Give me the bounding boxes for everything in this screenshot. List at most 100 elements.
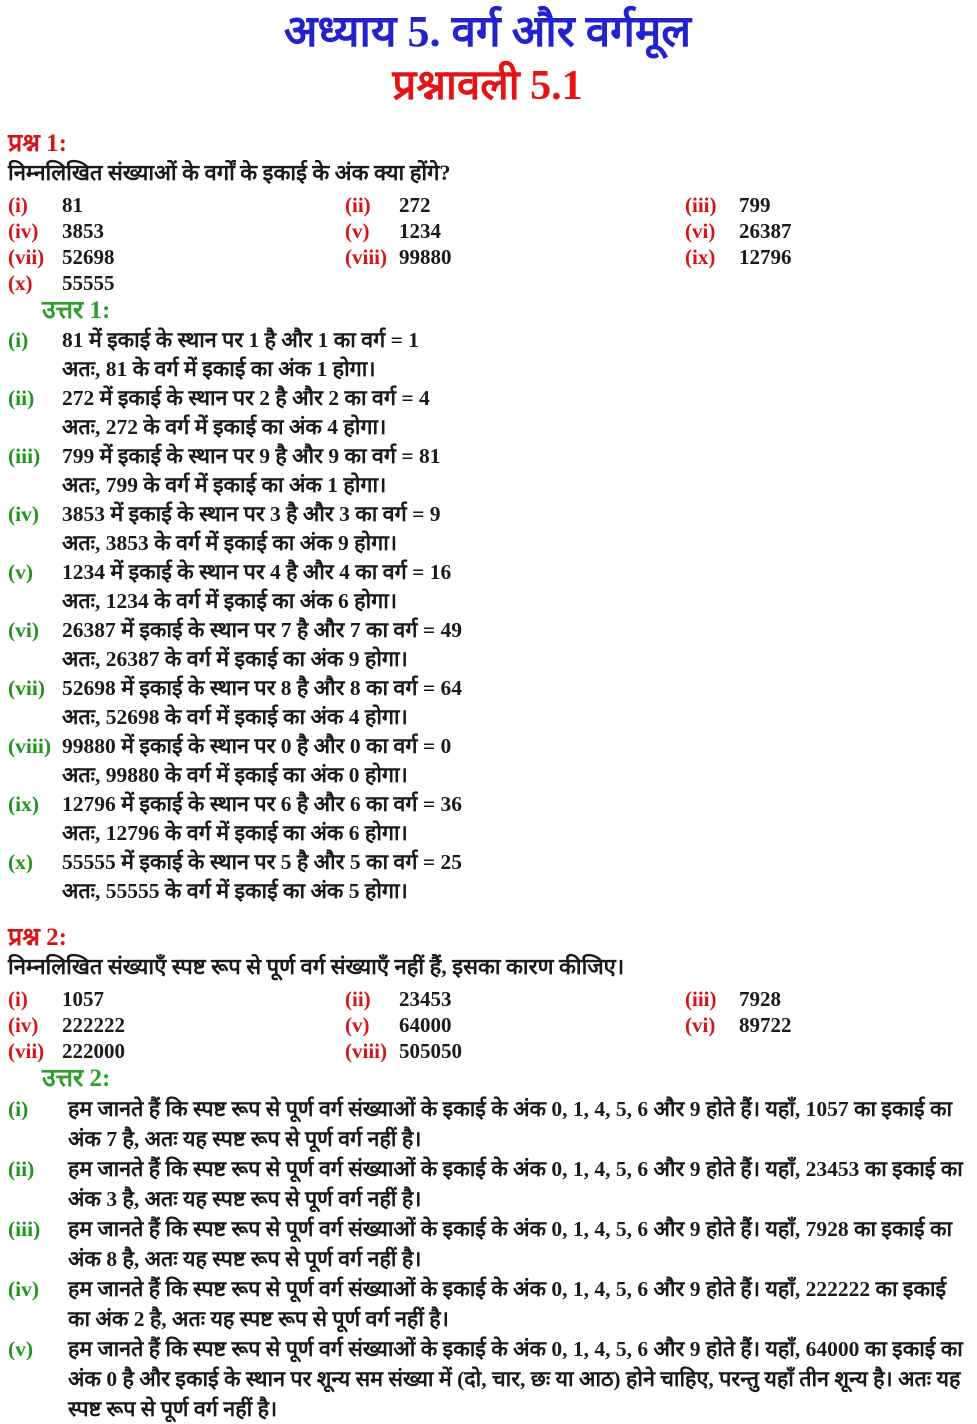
answer-line2: अतः, 99880 के वर्ग में इकाई का अंक 0 होग… — [62, 763, 408, 787]
answer-line1: 799 में इकाई के स्थान पर 9 है और 9 का वर… — [62, 444, 441, 468]
answer1-item: (ix) 12796 में इकाई के स्थान पर 6 है और … — [8, 790, 967, 848]
answer2-item: (iv) हम जानते हैं कि स्पष्ट रूप से पूर्ण… — [8, 1274, 967, 1334]
answer1-item: (vi) 26387 में इकाई के स्थान पर 7 है और … — [8, 616, 967, 674]
answer-line1: 99880 में इकाई के स्थान पर 0 है और 0 का … — [62, 734, 452, 758]
item-numeral: (iii) — [8, 444, 41, 468]
answer1-item: (iv) 3853 में इकाई के स्थान पर 3 है और 3… — [8, 500, 967, 558]
item-numeral: (ii) — [8, 386, 35, 410]
item-value: 3853 — [62, 219, 104, 243]
item-numeral: (v) — [8, 560, 34, 584]
item-value: 7928 — [739, 987, 781, 1011]
item-numeral: (iii) — [685, 987, 717, 1011]
item-value: 799 — [739, 193, 771, 217]
item-numeral: (vi) — [685, 219, 716, 243]
item-value: 1234 — [399, 219, 441, 243]
answer1-item: (iii) 799 में इकाई के स्थान पर 9 है और 9… — [8, 442, 967, 500]
answer-line1: 1234 में इकाई के स्थान पर 4 है और 4 का व… — [62, 560, 452, 584]
answer-line1: 55555 में इकाई के स्थान पर 5 है और 5 का … — [62, 850, 462, 874]
answer2-item: (iii) हम जानते हैं कि स्पष्ट रूप से पूर्… — [8, 1214, 967, 1274]
item-numeral: (vii) — [8, 676, 46, 700]
answer-line1: 12796 में इकाई के स्थान पर 6 है और 6 का … — [62, 792, 462, 816]
item-value: 52698 — [62, 245, 115, 269]
item-value: 89722 — [739, 1013, 792, 1037]
question2-item: (v) 64000 — [345, 1012, 685, 1038]
item-numeral: (i) — [8, 987, 28, 1011]
item-numeral: (i) — [8, 328, 29, 352]
answer2-item: (v) हम जानते हैं कि स्पष्ट रूप से पूर्ण … — [8, 1334, 967, 1424]
item-value: 12796 — [739, 245, 792, 269]
item-numeral: (iv) — [8, 1013, 39, 1037]
item-value: 1057 — [62, 987, 104, 1011]
question1-item: (vi) 26387 — [685, 218, 967, 244]
item-numeral: (ix) — [685, 245, 716, 269]
answer-line2: अतः, 52698 के वर्ग में इकाई का अंक 4 होग… — [62, 705, 408, 729]
question2-item: (vi) 89722 — [685, 1012, 967, 1038]
question2-number-list: (i) 1057 (ii) 23453 (iii) 7928 (iv) 222222 (… — [8, 986, 967, 1064]
item-value: 222000 — [62, 1039, 125, 1063]
answer-text: हम जानते हैं कि स्पष्ट रूप से पूर्ण वर्ग… — [68, 1097, 953, 1151]
item-numeral: (vii) — [8, 1039, 45, 1063]
answer1-item: (viii) 99880 में इकाई के स्थान पर 0 है औ… — [8, 732, 967, 790]
question2-item: (i) 1057 — [8, 986, 345, 1012]
question1-item: (x) 55555 — [8, 270, 345, 296]
item-value: 81 — [62, 193, 83, 217]
item-numeral: (vii) — [8, 245, 45, 269]
question1-item: (v) 1234 — [345, 218, 685, 244]
answer-text: हम जानते हैं कि स्पष्ट रूप से पूर्ण वर्ग… — [68, 1277, 947, 1331]
answer-line2: अतः, 26387 के वर्ग में इकाई का अंक 9 होग… — [62, 647, 408, 671]
item-numeral: (vi) — [8, 618, 40, 642]
answer-line2: अतः, 272 के वर्ग में इकाई का अंक 4 होगा। — [62, 415, 387, 439]
question1-item: (vii) 52698 — [8, 244, 345, 270]
answer1-item: (x) 55555 में इकाई के स्थान पर 5 है और 5… — [8, 848, 967, 906]
item-numeral: (iv) — [8, 502, 40, 526]
item-value: 55555 — [62, 271, 115, 295]
question1-heading: प्रश्न 1: — [8, 130, 67, 157]
item-numeral: (v) — [345, 219, 370, 243]
question1-item: (iii) 799 — [685, 192, 967, 218]
answer1-item: (i) 81 में इकाई के स्थान पर 1 है और 1 का… — [8, 326, 967, 384]
question2-item: (iii) 7928 — [685, 986, 967, 1012]
question1-text: निम्नलिखित संख्याओं के वर्गों के इकाई के… — [8, 160, 451, 185]
answer1-item: (ii) 272 में इकाई के स्थान पर 2 है और 2 … — [8, 384, 967, 442]
answer1-item: (vii) 52698 में इकाई के स्थान पर 8 है और… — [8, 674, 967, 732]
question2-heading: प्रश्न 2: — [8, 924, 67, 951]
item-numeral: (vi) — [685, 1013, 716, 1037]
exercise-title: प्रश्नावली 5.1 — [392, 63, 583, 109]
item-numeral: (iv) — [8, 1277, 40, 1301]
question2-text: निम्नलिखित संख्याएँ स्पष्ट रूप से पूर्ण … — [8, 954, 625, 979]
answer-line2: अतः, 55555 के वर्ग में इकाई का अंक 5 होग… — [62, 879, 408, 903]
answer-line1: 81 में इकाई के स्थान पर 1 है और 1 का वर्… — [62, 328, 419, 352]
item-numeral: (v) — [8, 1337, 34, 1361]
item-numeral: (iii) — [8, 1217, 41, 1241]
item-numeral: (ii) — [8, 1157, 35, 1181]
answer-line1: 52698 में इकाई के स्थान पर 8 है और 8 का … — [62, 676, 462, 700]
answer-line1: 3853 में इकाई के स्थान पर 3 है और 3 का व… — [62, 502, 441, 526]
answer-line1: 272 में इकाई के स्थान पर 2 है और 2 का वर… — [62, 386, 430, 410]
item-numeral: (i) — [8, 1097, 29, 1121]
question2-item: (iv) 222222 — [8, 1012, 345, 1038]
question1-item: (viii) 99880 — [345, 244, 685, 270]
answer-line2: अतः, 3853 के वर्ग में इकाई का अंक 9 होगा… — [62, 531, 397, 555]
answer2-item: (ii) हम जानते हैं कि स्पष्ट रूप से पूर्ण… — [8, 1154, 967, 1214]
item-numeral: (iv) — [8, 219, 39, 243]
item-value: 505050 — [399, 1039, 462, 1063]
question1-item: (i) 81 — [8, 192, 345, 218]
answer2-item: (i) हम जानते हैं कि स्पष्ट रूप से पूर्ण … — [8, 1094, 967, 1154]
item-numeral: (ix) — [8, 792, 40, 816]
answer-line2: अतः, 81 के वर्ग में इकाई का अंक 1 होगा। — [62, 357, 376, 381]
question1-item: (ix) 12796 — [685, 244, 967, 270]
item-value: 99880 — [399, 245, 452, 269]
question1-item: (iv) 3853 — [8, 218, 345, 244]
question2-item: (ii) 23453 — [345, 986, 685, 1012]
answer-text: हम जानते हैं कि स्पष्ट रूप से पूर्ण वर्ग… — [68, 1337, 963, 1421]
chapter-title: अध्याय 5. वर्ग और वर्गमूल — [283, 7, 692, 56]
item-numeral: (viii) — [345, 1039, 387, 1063]
item-numeral: (ii) — [345, 987, 371, 1011]
item-value: 26387 — [739, 219, 792, 243]
item-numeral: (v) — [345, 1013, 370, 1037]
answer-line2: अतः, 1234 के वर्ग में इकाई का अंक 6 होगा… — [62, 589, 397, 613]
item-numeral: (x) — [8, 850, 34, 874]
item-numeral: (x) — [8, 271, 33, 295]
answer1-heading: उत्तर 1: — [42, 297, 111, 324]
